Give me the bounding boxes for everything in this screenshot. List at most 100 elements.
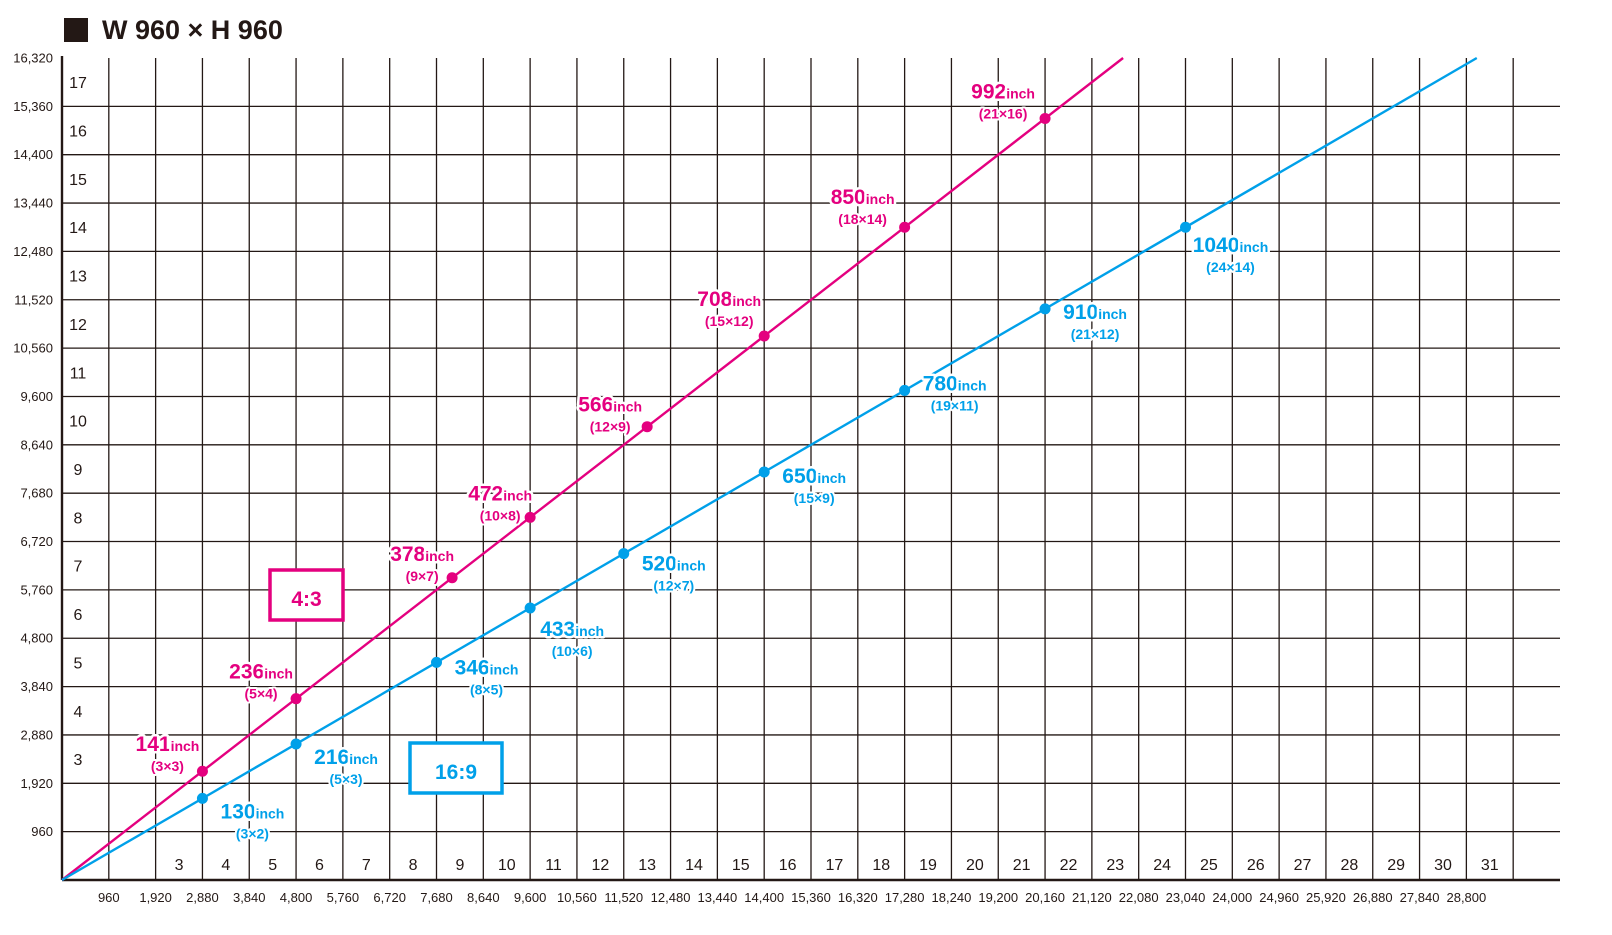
data-sublabel: (19×11) <box>931 397 979 413</box>
legend-label: 4:3 <box>291 588 321 611</box>
y-grid-number: 13 <box>69 269 87 286</box>
y-grid-number: 15 <box>69 172 87 189</box>
x-tick-label: 27,840 <box>1400 890 1440 905</box>
chart-title: W 960 × H 960 <box>64 12 283 48</box>
legend-box <box>268 568 345 622</box>
data-point <box>290 693 302 705</box>
x-grid-number: 13 <box>638 857 656 874</box>
data-point <box>196 765 208 777</box>
data-label: 1040inch <box>1193 234 1269 257</box>
data-point <box>758 330 770 342</box>
data-point <box>290 738 302 750</box>
data-point <box>641 421 653 433</box>
x-tick-label: 19,200 <box>978 890 1018 905</box>
x-tick-label: 25,920 <box>1306 890 1346 905</box>
data-point <box>1180 221 1191 233</box>
y-tick-label: 960 <box>31 824 53 839</box>
data-sublabel: (10×6) <box>552 643 593 659</box>
x-tick-label: 11,520 <box>604 890 643 905</box>
data-sublabel: (3×2) <box>236 825 269 841</box>
data-point <box>758 466 770 478</box>
x-grid-number: 22 <box>1060 857 1078 874</box>
x-tick-label: 10,560 <box>557 890 597 905</box>
data-label: 780inch <box>923 372 987 395</box>
data-sublabel: (24×14) <box>1206 259 1255 275</box>
data-point <box>196 792 208 804</box>
x-grid-number: 10 <box>498 857 516 874</box>
series-line <box>61 57 1124 881</box>
data-sublabel: (5×3) <box>330 771 363 787</box>
x-grid-number: 15 <box>732 857 750 874</box>
data-point <box>899 384 911 396</box>
x-tick-label: 12,480 <box>651 890 691 905</box>
data-sublabel: (12×7) <box>653 578 694 594</box>
x-tick-label: 960 <box>98 890 120 905</box>
x-grid-number: 20 <box>966 857 984 874</box>
data-label: 910inch <box>1063 301 1127 324</box>
data-sublabel: (10×8) <box>480 507 521 523</box>
x-grid-number: 23 <box>1106 857 1124 874</box>
data-point <box>1039 112 1051 124</box>
data-label: 378inch <box>390 543 454 566</box>
chart-title-text: W 960 × H 960 <box>102 14 283 45</box>
x-grid-number: 31 <box>1481 857 1499 874</box>
y-grid-number: 12 <box>69 317 87 334</box>
y-grid-number: 6 <box>74 607 83 624</box>
y-grid-number: 4 <box>74 704 83 721</box>
x-tick-label: 20,160 <box>1025 890 1065 905</box>
data-label: 850inch <box>831 186 895 209</box>
x-tick-label: 24,960 <box>1259 890 1299 905</box>
x-grid-number: 4 <box>221 857 230 874</box>
data-sublabel: (18×14) <box>838 211 887 227</box>
data-point <box>618 548 630 560</box>
x-tick-label: 21,120 <box>1072 890 1112 905</box>
x-grid-number: 12 <box>591 857 609 874</box>
y-grid-number: 3 <box>74 752 83 769</box>
x-grid-number: 18 <box>872 857 890 874</box>
x-grid-number: 29 <box>1387 857 1405 874</box>
y-tick-label: 7,680 <box>20 486 53 501</box>
x-tick-label: 7,680 <box>420 890 453 905</box>
data-label: 236inch <box>229 661 293 684</box>
y-grid-number: 5 <box>74 655 83 672</box>
data-point <box>431 656 442 668</box>
y-tick-label: 2,880 <box>20 727 53 742</box>
y-grid-number: 14 <box>69 220 87 237</box>
data-sublabel: (3×3) <box>151 758 184 774</box>
data-sublabel: (15×12) <box>705 313 754 329</box>
y-tick-label: 6,720 <box>20 534 53 549</box>
x-grid-number: 9 <box>455 857 464 874</box>
x-tick-label: 23,040 <box>1166 890 1206 905</box>
x-tick-label: 1,920 <box>139 890 172 905</box>
x-tick-label: 26,880 <box>1353 890 1393 905</box>
legend-label: 16:9 <box>435 761 477 784</box>
data-sublabel: (15×9) <box>794 490 835 506</box>
x-tick-label: 4,800 <box>280 890 313 905</box>
x-grid-number: 8 <box>409 857 418 874</box>
data-sublabel: (12×9) <box>590 419 631 435</box>
x-tick-label: 16,320 <box>838 890 878 905</box>
title-square-icon <box>64 18 88 42</box>
data-sublabel: (9×7) <box>406 568 439 584</box>
x-tick-label: 14,400 <box>744 890 784 905</box>
y-tick-label: 1,920 <box>20 776 53 791</box>
data-label: 346inch <box>455 656 519 679</box>
data-sublabel: (21×12) <box>1071 326 1120 342</box>
data-label: 216inch <box>314 746 378 769</box>
x-tick-label: 18,240 <box>932 890 972 905</box>
x-grid-number: 26 <box>1247 857 1265 874</box>
y-grid-number: 8 <box>74 510 83 527</box>
data-label: 141inch <box>136 733 200 756</box>
data-label: 433inch <box>540 618 604 641</box>
y-tick-label: 14,400 <box>13 147 53 162</box>
y-tick-label: 15,360 <box>13 99 53 114</box>
x-grid-number: 21 <box>1013 857 1031 874</box>
data-point <box>524 511 536 523</box>
y-grid-number: 16 <box>69 124 87 141</box>
x-tick-label: 3,840 <box>233 890 266 905</box>
x-tick-label: 5,760 <box>327 890 360 905</box>
x-grid-number: 11 <box>545 857 562 874</box>
legend-box <box>408 741 504 795</box>
y-tick-label: 8,640 <box>20 437 53 452</box>
